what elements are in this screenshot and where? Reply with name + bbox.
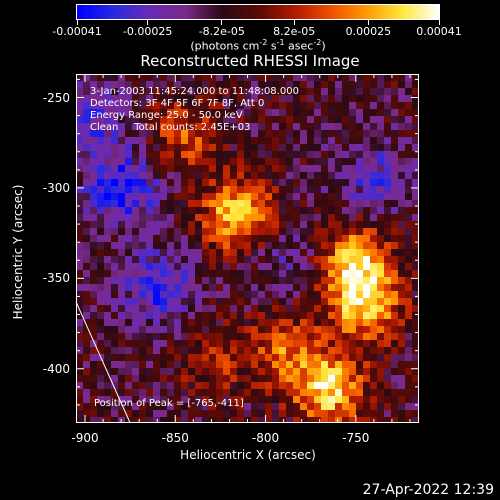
colorbar-tick-mark: [293, 20, 295, 25]
colorbar-tick-label: 8.2e-05: [273, 25, 316, 38]
colorbar-tick-mark: [147, 20, 149, 25]
x-axis-label: Heliocentric X (arcsec): [180, 448, 316, 462]
colorbar-units: (photons cm-2 s-1 asec-2): [190, 38, 326, 53]
colorbar-tick-label: 0.00041: [416, 25, 462, 38]
timestamp: 27-Apr-2022 12:39: [362, 482, 494, 498]
x-tick-label: -900: [71, 431, 99, 445]
y-tick-label: -300: [42, 180, 70, 195]
annotation-clean-counts: Clean Total counts: 2.45E+03: [90, 122, 251, 133]
y-axis-label: Heliocentric Y (arcsec): [11, 184, 25, 320]
x-tick-label: -800: [251, 431, 280, 445]
solar-limb-line: [75, 301, 131, 424]
annotation-time-range: 3-Jan-2003 11:45:24.000 to 11:48:08.000: [90, 86, 299, 97]
colorbar: [76, 4, 440, 20]
colorbar-tick-mark: [221, 20, 223, 25]
colorbar-tick-label: -8.2e-05: [198, 25, 245, 38]
y-tick-label: -350: [42, 271, 70, 286]
annotation-energy-range: Energy Range: 25.0 - 50.0 keV: [90, 110, 243, 121]
plot-area: 3-Jan-2003 11:45:24.000 to 11:48:08.000 …: [75, 74, 419, 424]
chart-title: Reconstructed RHESSI Image: [140, 52, 360, 70]
colorbar-tick-mark: [367, 20, 369, 25]
axes-frame: [75, 74, 419, 424]
y-tick-label: -250: [42, 90, 70, 105]
colorbar-tick-mark: [76, 20, 78, 25]
colorbar-tick-label: -0.00041: [52, 25, 102, 38]
peak-position-label: Position of Peak = [-765,-411]: [94, 398, 244, 409]
x-tick-label: -850: [161, 431, 189, 445]
colorbar-tick-label: 0.00025: [345, 25, 392, 38]
colorbar-tick-label: -0.00025: [122, 25, 173, 38]
colorbar-gradient: [77, 5, 439, 19]
x-tick-label: -750: [342, 431, 370, 445]
colorbar-tick-mark: [438, 20, 440, 25]
heatmap-image: [76, 74, 419, 423]
annotation-detectors: Detectors: 3F 4F 5F 6F 7F 8F, Att 0: [90, 98, 265, 109]
y-tick-label: -400: [42, 361, 70, 376]
